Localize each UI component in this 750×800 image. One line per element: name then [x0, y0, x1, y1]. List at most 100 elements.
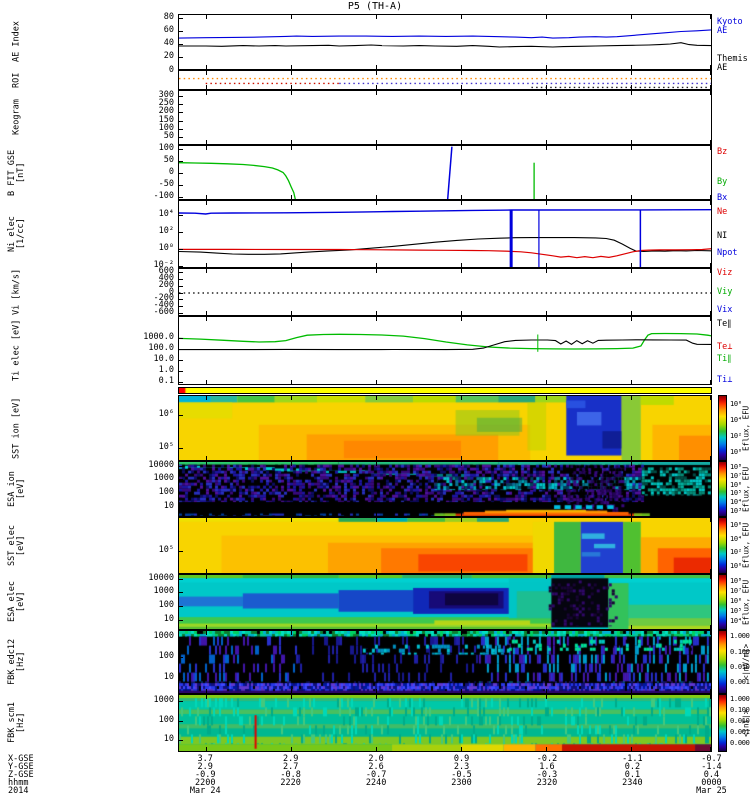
fbk-edc12-xtick-bottom-1 [290, 689, 292, 693]
esa-ion-xtick-top-3 [460, 462, 462, 466]
keogram-xtick-bottom-3 [460, 140, 462, 144]
bottom-axis-col-2300-row-1: 2.3 [453, 762, 470, 772]
roi-xtick-bottom-6 [709, 85, 711, 89]
panel-vi [178, 268, 712, 316]
esa-elec-colorbar-label-3: 10⁵ [730, 606, 742, 615]
esa-ion-colorbar-label-5: 10³ [730, 507, 742, 516]
vi-ytick-label-4: -200 [153, 293, 174, 304]
esa-ion-ytick-mark-0 [179, 465, 183, 467]
sst-ion-colorbar-label-3: 10⁰ [730, 447, 742, 456]
sst-elec-xtick-top-5 [631, 518, 633, 522]
esa-ion-xtick-top-2 [375, 462, 377, 466]
right-label-bz: Bz [717, 147, 728, 157]
vi-xtick-top-2 [375, 269, 377, 273]
roi-xtick-top-6 [709, 71, 711, 75]
vi-xtick-bottom-4 [546, 311, 548, 315]
roi-xtick-top-5 [631, 71, 633, 75]
bottom-axis-col-2320-row-2: -0.3 [536, 770, 558, 780]
bottom-axis-col-2340-row-3: 2340 [622, 778, 643, 788]
b-fit-xtick-bottom-2 [375, 195, 377, 199]
roi-xtick-bottom-4 [546, 85, 548, 89]
keogram-ytick-label-1: 250 [158, 97, 174, 108]
sst-elec-xtick-bottom-6 [709, 569, 711, 573]
temperature-ytick-label-4: 0.1 [158, 376, 174, 387]
temperature-xtick-bottom-6 [709, 380, 711, 384]
right-label-by: By [717, 177, 728, 187]
esa-ion-ytick-mark-3 [179, 507, 183, 509]
right-label-npot: Npot [717, 248, 738, 258]
sst-ion-xtick-top-5 [631, 396, 633, 400]
bottom-axis-col-2300-row-2: -0.5 [451, 770, 472, 780]
temperature-ytick-label-2: 10.0 [153, 354, 174, 365]
esa-ion-xtick-bottom-4 [546, 512, 548, 516]
fbk-edc12-xtick-top-4 [546, 631, 548, 635]
esa-elec-colorbar-unit: Eflux, EFU [741, 579, 750, 625]
temperature-ytick-mark-1 [179, 348, 183, 350]
fbk-edc12-xtick-top-6 [709, 631, 711, 635]
fbk-edc12-xtick-top-5 [631, 631, 633, 635]
roi-xtick-top-3 [460, 71, 462, 75]
temperature-xtick-top-1 [290, 317, 292, 321]
keogram-ytick-mark-3 [179, 120, 183, 122]
fbk-edc12-ytick-mark-2 [179, 677, 183, 679]
esa-ion-ytick-label-3: 10 [163, 501, 174, 512]
panel-ni [178, 200, 712, 268]
b-fit-xtick-top-3 [460, 146, 462, 150]
fbk-scm1-colorbar-label-1: 0.1000 [730, 705, 750, 714]
ae-index-xtick-top-0 [205, 15, 207, 19]
esa-ion-spectrogram-canvas [179, 462, 711, 516]
roi-xtick-bottom-0 [205, 85, 207, 89]
roi-axis-label: ROI [11, 72, 22, 88]
bottom-axis-col-2340-row-1: 0.2 [624, 762, 641, 772]
keogram-ytick-mark-4 [179, 128, 183, 130]
keogram-xtick-top-6 [709, 91, 711, 95]
temperature-xtick-top-4 [546, 317, 548, 321]
right-label-viz: Viz [717, 268, 733, 278]
sst-elec-colorbar [718, 517, 727, 574]
fbk-scm1-xtick-bottom-5 [631, 747, 633, 751]
right-label-kyoto-ae: Kyoto AE [717, 17, 743, 36]
vi-ytick-label-2: 200 [158, 279, 174, 290]
fbk-edc12-ytick-label-1: 100 [158, 651, 174, 662]
sst-ion-xtick-top-4 [546, 396, 548, 400]
temperature-xtick-bottom-0 [205, 380, 207, 384]
fbk-edc12-xtick-top-1 [290, 631, 292, 635]
ae-index-xtick-top-6 [709, 15, 711, 19]
temperature-ytick-mark-0 [179, 337, 183, 339]
panel-fbk-edc12 [178, 630, 712, 694]
esa-elec-ytick-mark-0 [179, 578, 183, 580]
b-fit-series-By [179, 162, 296, 199]
b-fit-ytick-mark-2 [179, 173, 183, 174]
fbk-edc12-spectrogram-canvas [179, 631, 711, 693]
ae-index-axis-label: AE Index [11, 21, 22, 63]
ae-index-ytick-label-3: 20 [163, 51, 174, 62]
right-label-vix: Vix [717, 305, 733, 315]
keogram-ytick-mark-1 [179, 103, 183, 105]
b-fit-ytick-mark-4 [179, 196, 183, 198]
keogram-xtick-bottom-4 [546, 140, 548, 144]
panel-esa-elec [178, 574, 712, 630]
sst-ion-xtick-bottom-4 [546, 456, 548, 460]
ni-xtick-top-0 [205, 201, 207, 205]
bottom-axis-col-0000-row-3: 0000 [701, 778, 722, 788]
panel-fbk-scm1 [178, 694, 712, 752]
fbk-scm1-xtick-top-4 [546, 695, 548, 699]
b-fit-ytick-label-3: -50 [158, 178, 174, 189]
esa-ion-colorbar [718, 461, 727, 517]
sst-ion-xtick-top-6 [709, 396, 711, 400]
ae-index-ytick-label-4: 0 [168, 64, 174, 75]
sst-ion-ytick-label-0: 10⁶ [158, 409, 174, 420]
sst-elec-xtick-bottom-5 [631, 569, 633, 573]
bottom-axis-row-label-hhmm: hhmm [8, 778, 29, 788]
roi-xtick-bottom-5 [631, 85, 633, 89]
b-fit-xtick-bottom-4 [546, 195, 548, 199]
temperature-xtick-bottom-4 [546, 380, 548, 384]
vi-xtick-bottom-0 [205, 311, 207, 315]
keogram-axis-label: Keogram [11, 99, 22, 136]
ni-xtick-bottom-2 [375, 263, 377, 267]
sst-ion-xtick-top-0 [205, 396, 207, 400]
fbk-edc12-ytick-mark-1 [179, 657, 183, 659]
